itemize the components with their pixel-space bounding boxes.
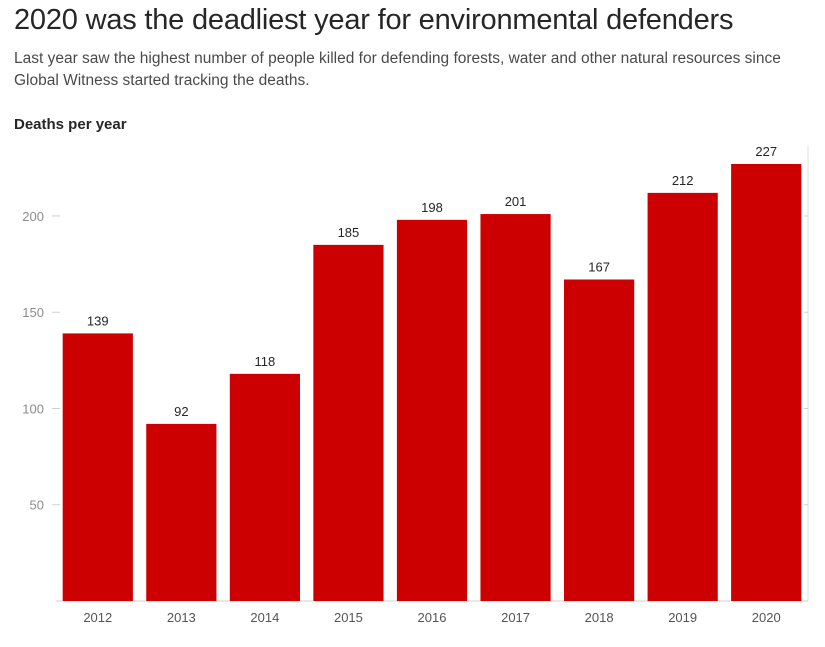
x-tick-label: 2017	[501, 610, 530, 625]
y-tick-label: 200	[22, 209, 44, 224]
x-tick-label: 2019	[668, 610, 697, 625]
bar-2019	[647, 192, 718, 601]
bar-2017	[480, 214, 551, 601]
chart-title: 2020 was the deadliest year for environm…	[14, 4, 734, 36]
y-tick-label: 50	[30, 498, 44, 513]
data-label-2015: 185	[338, 225, 360, 240]
x-tick-label: 2016	[418, 610, 447, 625]
data-label-2012: 139	[87, 313, 109, 328]
x-tick-label: 2015	[334, 610, 363, 625]
y-axis-title: Deaths per year	[14, 116, 127, 133]
data-label-2014: 118	[255, 354, 276, 369]
y-tick-label: 150	[22, 305, 44, 320]
bar-2013	[146, 423, 217, 601]
x-tick-label: 2013	[167, 610, 196, 625]
y-tick-label: 100	[22, 401, 44, 416]
x-tick-label: 2018	[585, 610, 614, 625]
data-label-2016: 198	[421, 200, 443, 215]
bar-2012	[62, 333, 133, 601]
bar-2018	[564, 279, 635, 601]
bar-2020	[731, 164, 802, 601]
bar-2016	[396, 219, 468, 602]
bar-2014	[229, 373, 300, 601]
x-tick-label: 2020	[752, 610, 781, 625]
data-label-2017: 201	[505, 194, 527, 209]
chart-subtitle: Last year saw the highest number of peop…	[14, 50, 781, 89]
data-label-2019: 212	[672, 173, 694, 188]
x-tick-label: 2012	[83, 610, 112, 625]
data-label-2020: 227	[755, 144, 777, 159]
data-label-2013: 92	[174, 404, 188, 419]
bar-2015	[313, 244, 384, 602]
x-tick-label: 2014	[250, 610, 279, 625]
data-label-2018: 167	[588, 260, 610, 275]
